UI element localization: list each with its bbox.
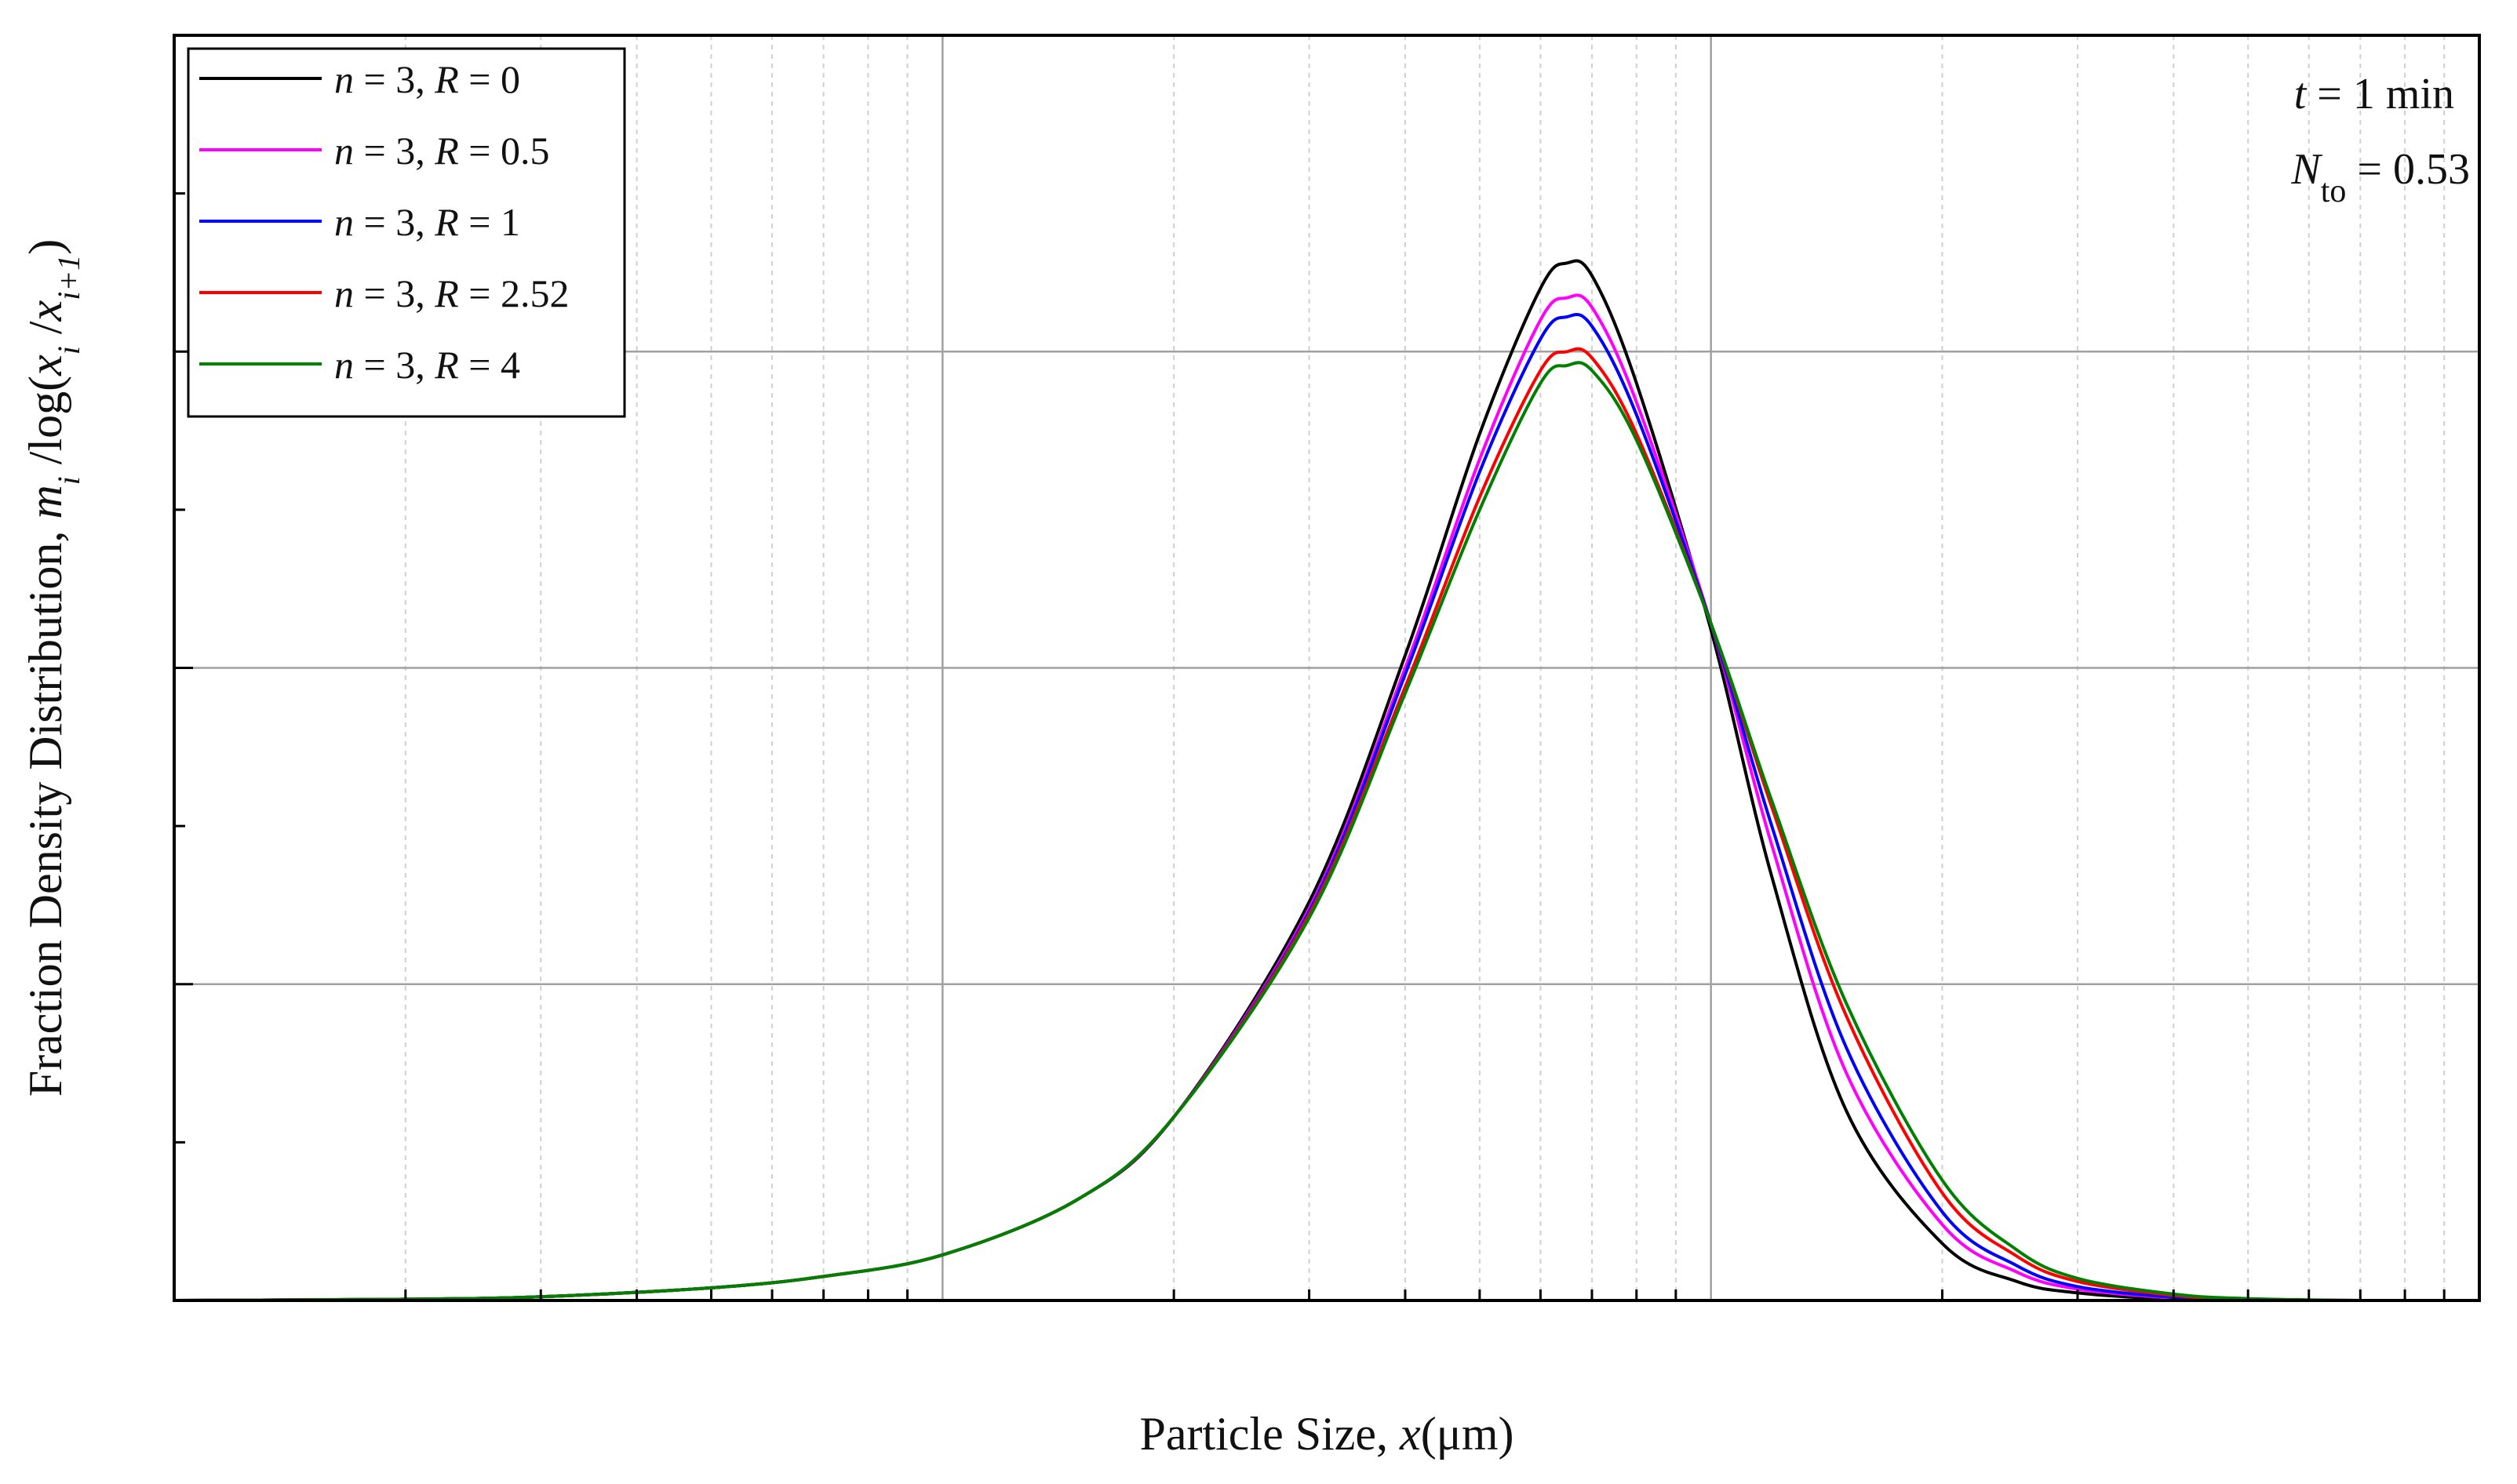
- legend-entry: n = 3, R = 4: [334, 343, 520, 387]
- legend-entry-part: n: [334, 129, 354, 173]
- legend-entry: n = 3, R = 1: [334, 200, 520, 244]
- legend-entry-part: n: [334, 343, 354, 387]
- legend-entry-part: = 2.52: [459, 271, 570, 315]
- legend-entry-part: = 0: [459, 57, 520, 101]
- y-axis-title-part: i: [51, 346, 86, 355]
- legend-entry-part: R: [434, 200, 459, 244]
- annotation-time-part: t: [2294, 70, 2308, 118]
- series-line-3: [173, 347, 2479, 1303]
- legend-entry-part: n: [334, 271, 354, 315]
- x-axis-title: Particle Size, x(μm): [1139, 1408, 1513, 1460]
- series-layer: [173, 259, 2479, 1303]
- series-line-2: [173, 313, 2479, 1303]
- y-axis-title-part: m: [20, 485, 71, 518]
- annotation-nto-part: = 0.53: [2346, 145, 2470, 194]
- legend-entry-part: = 3,: [354, 129, 435, 173]
- legend-entry-part: = 1: [459, 200, 520, 244]
- legend-entry-part: R: [434, 57, 459, 101]
- y-axis-title-part: i+1: [51, 255, 86, 300]
- y-axis-title: Fraction Density Distribution, mi /log(x…: [20, 239, 86, 1097]
- annotation-layer: t = 1 min Nto = 0.53: [2290, 70, 2470, 209]
- annotation-nto-part: to: [2321, 173, 2347, 209]
- y-axis-title-part: Fraction Density Distribution,: [20, 519, 71, 1097]
- y-axis-title-part: /log(: [20, 376, 71, 476]
- series-line-1: [173, 293, 2479, 1303]
- x-axis-title-part: Particle Size,: [1139, 1408, 1400, 1460]
- x-axis-title-part: x: [1399, 1408, 1421, 1460]
- annotation-time: t = 1 min: [2294, 70, 2454, 118]
- y-axis-title-part: i: [51, 476, 86, 485]
- legend: n = 3, R = 0n = 3, R = 0.5n = 3, R = 1n …: [187, 47, 626, 418]
- legend-entry-part: = 3,: [354, 343, 435, 387]
- legend-entry-part: n: [334, 200, 354, 244]
- legend-entry-part: R: [434, 129, 459, 173]
- annotation-time-part: = 1 min: [2306, 70, 2454, 118]
- y-axis-title-part: /: [20, 321, 71, 346]
- y-axis-title-part: x: [20, 355, 71, 376]
- x-axis-title-part: (μm): [1421, 1408, 1514, 1460]
- legend-box: [187, 47, 626, 418]
- legend-entry-part: R: [434, 343, 459, 387]
- annotation-nto: Nto = 0.53: [2290, 145, 2470, 209]
- legend-entry-part: = 4: [459, 343, 520, 387]
- legend-entry: n = 3, R = 0: [334, 57, 520, 101]
- series-line-4: [173, 361, 2479, 1303]
- legend-entry-part: = 3,: [354, 200, 435, 244]
- legend-entry-part: = 3,: [354, 57, 435, 101]
- y-axis-title-part: x: [20, 300, 71, 322]
- legend-entry-part: R: [434, 271, 459, 315]
- legend-entry-part: = 0.5: [459, 129, 550, 173]
- legend-entry: n = 3, R = 0.5: [334, 129, 549, 173]
- annotation-nto-part: N: [2290, 145, 2322, 194]
- y-axis-title-group: Fraction Density Distribution, mi /log(x…: [20, 239, 86, 1097]
- legend-entry: n = 3, R = 2.52: [334, 271, 569, 315]
- y-axis-title-part: ): [20, 239, 71, 255]
- axis-label-layer: Particle Size, x(μm)Fraction Density Dis…: [20, 239, 1514, 1460]
- legend-entry-part: = 3,: [354, 271, 435, 315]
- legend-entry-part: n: [334, 57, 354, 101]
